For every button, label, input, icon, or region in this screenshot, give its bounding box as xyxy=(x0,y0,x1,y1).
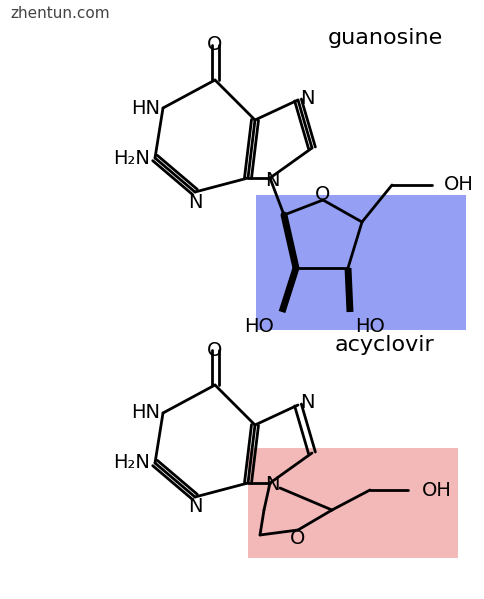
Text: N: N xyxy=(188,192,202,211)
Text: H₂N: H₂N xyxy=(113,149,150,168)
Text: OH: OH xyxy=(444,176,474,195)
Text: guanosine: guanosine xyxy=(327,28,443,48)
Text: H₂N: H₂N xyxy=(113,453,150,473)
Text: N: N xyxy=(300,89,315,107)
Text: O: O xyxy=(315,184,331,204)
Text: HN: HN xyxy=(131,98,160,117)
Text: OH: OH xyxy=(422,480,452,500)
Bar xyxy=(248,448,458,558)
Text: N: N xyxy=(265,476,279,495)
Text: N: N xyxy=(265,171,279,189)
Bar xyxy=(256,195,466,330)
Text: N: N xyxy=(300,394,315,413)
Text: HO: HO xyxy=(355,316,385,335)
Text: O: O xyxy=(207,340,223,359)
Text: O: O xyxy=(207,35,223,55)
Text: HN: HN xyxy=(131,404,160,422)
Text: acyclovir: acyclovir xyxy=(335,335,435,355)
Text: O: O xyxy=(290,528,306,547)
Text: HO: HO xyxy=(244,316,274,335)
Text: N: N xyxy=(188,498,202,516)
Text: zhentun.com: zhentun.com xyxy=(10,7,109,22)
